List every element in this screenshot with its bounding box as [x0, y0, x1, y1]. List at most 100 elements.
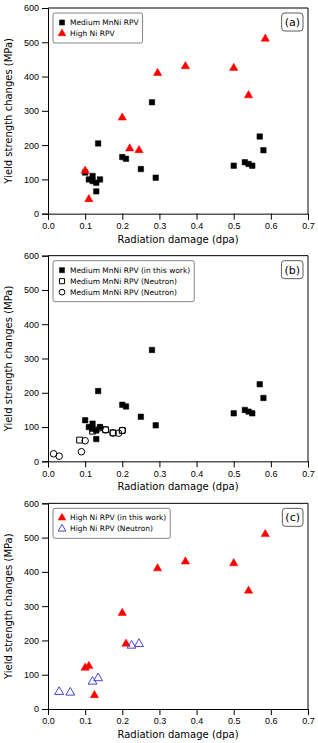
legend-label: High Ni RPV (Neutron)	[70, 524, 153, 533]
point	[261, 34, 269, 41]
frame	[308, 256, 309, 462]
point	[261, 529, 269, 536]
y-axis-tick-label: 0	[34, 209, 39, 219]
series	[82, 347, 266, 442]
x-axis-tick-label: 0.3	[154, 221, 167, 231]
point	[81, 166, 89, 173]
series	[82, 100, 266, 195]
y-axis-tick-mark	[42, 145, 48, 146]
series	[81, 529, 269, 697]
x-axis-tick: 0.3	[154, 461, 167, 478]
x-axis-tick-label: 0.5	[228, 716, 241, 726]
x-axis-tick: 0.7	[302, 214, 315, 231]
x-axis-title: Radiation damage (dpa)	[117, 234, 238, 245]
frame	[308, 8, 309, 214]
x-axis-tick-mark	[85, 461, 86, 467]
point	[94, 673, 103, 681]
y-axis-tick: 0	[34, 209, 48, 219]
x-axis-tick-label: 0.6	[265, 716, 278, 726]
legend-label: High Ni RPV (in this work)	[70, 513, 166, 522]
x-axis-tick: 0.6	[265, 709, 278, 726]
y-axis-tick-mark	[42, 427, 48, 428]
point	[153, 564, 161, 571]
x-axis-title: Radiation damage (dpa)	[117, 481, 238, 492]
annotation-text: (a)	[285, 16, 300, 29]
x-axis-tick-mark	[197, 214, 198, 220]
series	[55, 639, 144, 695]
point	[153, 423, 158, 428]
x-axis-tick-label: 0.1	[79, 469, 92, 479]
x-axis-tick: 0.0	[42, 461, 55, 478]
point	[94, 436, 99, 441]
y-axis-tick: 400	[24, 72, 48, 82]
x-axis-tick: 0.6	[265, 214, 278, 231]
x-axis-tick-label: 0.4	[191, 469, 204, 479]
y-axis-tick-label: 400	[24, 567, 39, 577]
legend-marker	[58, 29, 66, 36]
legend-box	[53, 261, 194, 302]
legend-box	[53, 508, 170, 538]
point	[138, 414, 143, 419]
x-axis-tick-label: 0.5	[228, 221, 241, 231]
y-axis-tick-label: 500	[24, 285, 39, 295]
x-axis-tick-label: 0.2	[117, 221, 130, 231]
series	[77, 427, 126, 443]
y-axis-tick-label: 500	[24, 533, 39, 543]
y-axis-tick-label: 100	[24, 422, 39, 432]
legend-marker	[59, 268, 64, 273]
x-axis-tick-label: 0.1	[79, 716, 92, 726]
point	[261, 148, 266, 153]
x-axis-tick: 0.5	[228, 709, 241, 726]
x-axis-tick: 0.7	[302, 709, 315, 726]
y-axis-tick-label: 200	[24, 140, 39, 150]
x-axis-tick-label: 0.6	[265, 221, 278, 231]
y-axis-tick-mark	[42, 179, 48, 180]
x-axis-tick: 0.3	[154, 214, 167, 231]
point	[244, 91, 252, 98]
x-axis-title: Radiation damage (dpa)	[117, 729, 238, 740]
x-axis-tick: 0.4	[191, 214, 204, 231]
y-axis-tick-label: 200	[24, 388, 39, 398]
x-axis-tick-mark	[308, 709, 309, 715]
x-axis-tick: 0.2	[117, 709, 130, 726]
x-axis-tick: 0.2	[117, 461, 130, 478]
y-axis-tick-label: 100	[24, 670, 39, 680]
legend-marker	[59, 20, 64, 25]
annotation-box	[281, 261, 303, 279]
figure: 0.00.10.20.30.40.50.60.70100200300400500…	[0, 0, 318, 743]
frame	[308, 503, 309, 709]
point	[135, 145, 143, 152]
y-axis-tick-mark	[42, 8, 48, 9]
x-axis-tick-label: 0.3	[154, 469, 167, 479]
annotation-text: (c)	[285, 511, 300, 524]
point	[119, 427, 126, 434]
y-axis-tick-label: 600	[24, 251, 39, 261]
x-axis-tick-mark	[159, 709, 160, 715]
y-axis-title: Yield strength changes (MPa)	[3, 533, 14, 680]
y-axis-tick-mark	[42, 606, 48, 607]
x-axis: 0.00.10.20.30.40.50.60.7	[42, 709, 315, 726]
x-axis-tick: 0.1	[79, 214, 92, 231]
point	[66, 687, 75, 695]
point	[90, 428, 96, 434]
point	[135, 639, 144, 647]
x-axis-tick: 0.6	[265, 461, 278, 478]
point	[90, 690, 98, 697]
x-axis-tick-label: 0.7	[302, 716, 315, 726]
point	[181, 557, 189, 564]
point	[82, 437, 89, 444]
x-axis-tick: 0.0	[42, 214, 55, 231]
y-axis-tick-mark	[42, 640, 48, 641]
y-axis-tick: 200	[24, 140, 48, 150]
y-axis-tick-mark	[42, 359, 48, 360]
annotation-box	[282, 508, 303, 526]
legend-label: Medium MnNi RPV	[70, 18, 139, 27]
y-axis-tick: 600	[24, 251, 48, 261]
annotation: (a)	[282, 13, 303, 31]
point	[231, 411, 236, 416]
point	[244, 586, 252, 593]
point	[78, 448, 85, 455]
panel: 0.00.10.20.30.40.50.60.70100200300400500…	[3, 3, 315, 244]
y-axis: 0100200300400500600	[24, 251, 49, 467]
x-axis-tick-label: 0.6	[265, 469, 278, 479]
